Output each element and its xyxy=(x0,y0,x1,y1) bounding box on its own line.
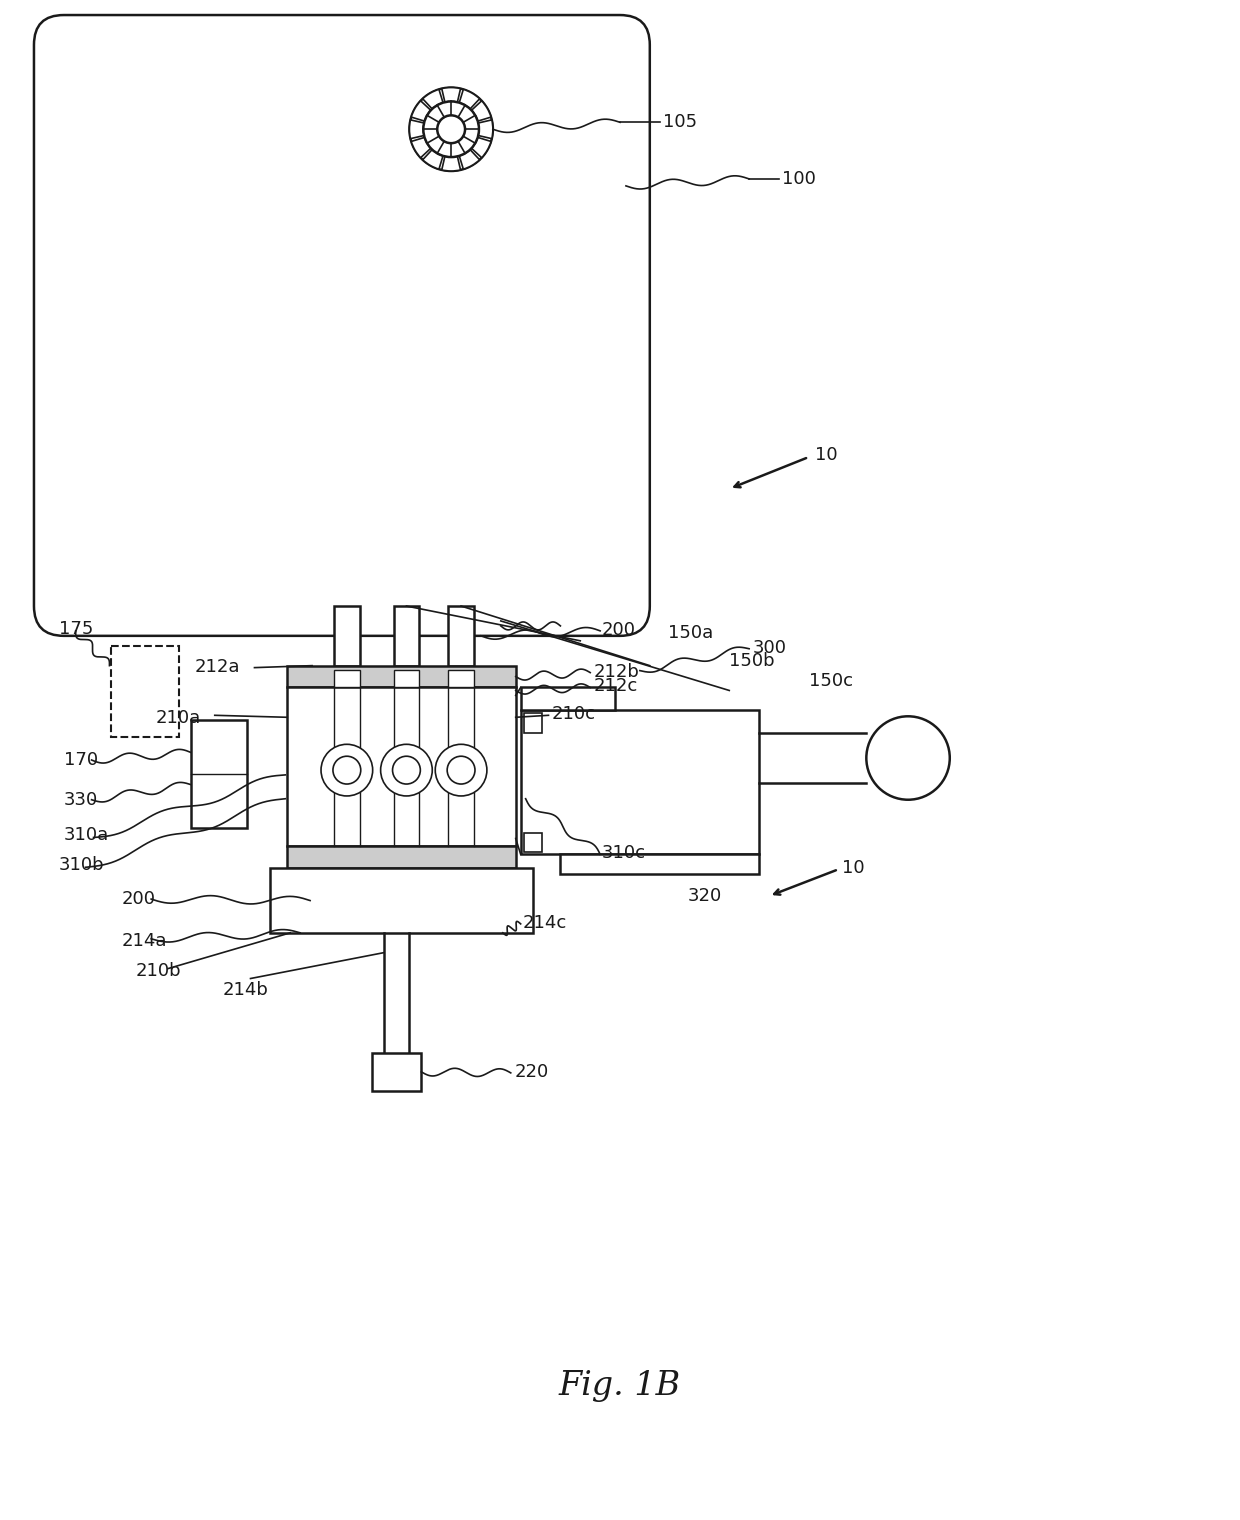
Circle shape xyxy=(381,745,433,796)
Circle shape xyxy=(423,102,479,157)
Bar xyxy=(270,868,533,933)
Text: 310b: 310b xyxy=(58,856,104,874)
Text: 210b: 210b xyxy=(135,962,181,979)
Bar xyxy=(393,847,419,865)
Bar xyxy=(191,720,247,827)
Wedge shape xyxy=(471,100,491,122)
Text: 214a: 214a xyxy=(122,932,167,950)
Text: 10: 10 xyxy=(815,445,837,464)
Wedge shape xyxy=(459,90,480,109)
Text: 210a: 210a xyxy=(155,710,201,727)
Bar xyxy=(372,1053,422,1091)
Text: 310c: 310c xyxy=(603,845,646,862)
Circle shape xyxy=(334,757,361,784)
Text: 212a: 212a xyxy=(195,658,241,675)
Text: 330: 330 xyxy=(63,790,98,809)
FancyBboxPatch shape xyxy=(33,15,650,635)
Circle shape xyxy=(448,757,475,784)
Text: 320: 320 xyxy=(687,888,722,904)
Text: 220: 220 xyxy=(515,1062,549,1081)
Text: 212b: 212b xyxy=(593,663,639,681)
Bar xyxy=(523,833,542,853)
Bar xyxy=(288,687,516,847)
Circle shape xyxy=(435,745,487,796)
Text: 200: 200 xyxy=(122,891,155,907)
Wedge shape xyxy=(409,120,424,138)
Text: 210c: 210c xyxy=(552,705,595,724)
Wedge shape xyxy=(441,88,460,102)
Wedge shape xyxy=(412,137,430,158)
Bar xyxy=(334,670,360,687)
Circle shape xyxy=(438,116,465,143)
Bar xyxy=(448,606,474,666)
Text: 200: 200 xyxy=(603,620,636,638)
Circle shape xyxy=(409,88,492,170)
Wedge shape xyxy=(423,149,443,169)
Text: 100: 100 xyxy=(782,170,816,188)
Text: 150a: 150a xyxy=(667,623,713,641)
Bar xyxy=(521,710,759,854)
Bar xyxy=(393,670,419,687)
Bar xyxy=(448,670,474,687)
Wedge shape xyxy=(441,157,460,170)
Text: 105: 105 xyxy=(662,114,697,131)
Bar xyxy=(560,854,759,874)
Wedge shape xyxy=(479,120,492,138)
Text: 212c: 212c xyxy=(593,678,637,696)
Circle shape xyxy=(321,745,373,796)
Wedge shape xyxy=(459,149,480,169)
Text: Fig. 1B: Fig. 1B xyxy=(559,1370,681,1401)
Text: 300: 300 xyxy=(753,638,787,657)
Bar xyxy=(393,606,419,666)
Wedge shape xyxy=(471,137,491,158)
Wedge shape xyxy=(412,100,430,122)
Text: 214b: 214b xyxy=(223,982,269,1000)
Text: 150c: 150c xyxy=(808,672,853,690)
Wedge shape xyxy=(423,90,443,109)
Bar xyxy=(334,847,360,865)
Text: 150b: 150b xyxy=(729,652,775,670)
Text: 310a: 310a xyxy=(63,827,109,845)
Bar xyxy=(448,847,474,865)
Bar xyxy=(521,687,615,710)
Text: 175: 175 xyxy=(58,620,93,638)
Bar xyxy=(112,646,179,737)
Text: 214c: 214c xyxy=(522,914,567,932)
Circle shape xyxy=(393,757,420,784)
Bar xyxy=(288,847,516,868)
Circle shape xyxy=(867,716,950,800)
Bar xyxy=(334,606,360,666)
Bar xyxy=(523,713,542,733)
Text: 10: 10 xyxy=(842,859,866,877)
Bar xyxy=(288,666,516,687)
Text: 170: 170 xyxy=(63,751,98,769)
